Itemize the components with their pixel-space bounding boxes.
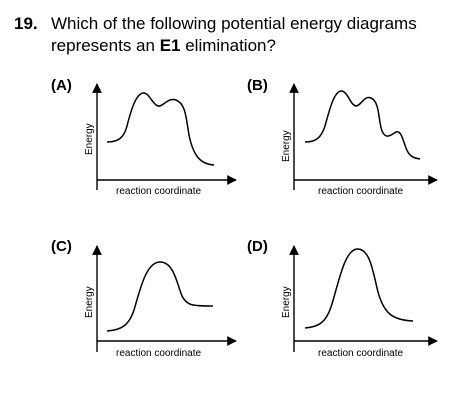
question-number: 19. [14,14,38,33]
option-a-label[interactable]: (A) [51,77,72,94]
option-d-label[interactable]: (D) [247,238,268,255]
diagram-d-y-label: Energy [281,286,292,318]
question-text-suffix: elimination? [180,36,276,55]
question-text-e1: E1 [159,36,181,55]
diagram-a[interactable]: Energy reaction coordinate [84,83,237,197]
diagram-b-y-label: Energy [281,130,292,162]
diagram-a-y-label: Energy [84,123,95,155]
diagram-c-curve [106,261,214,332]
option-c-label[interactable]: (C) [51,238,72,255]
diagram-c-x-label: reaction coordinate [116,348,201,359]
diagram-a-curve [106,92,215,166]
diagram-d[interactable]: Energy reaction coordinate [281,245,438,359]
option-b-label[interactable]: (B) [247,77,268,94]
diagram-c-y-label: Energy [84,286,95,318]
diagram-c[interactable]: Energy reaction coordinate [84,245,237,359]
diagram-b[interactable]: Energy reaction coordinate [281,83,438,197]
question-text-prefix: represents an [51,36,160,55]
question-text-line1: Which of the following potential energy … [51,14,417,33]
diagram-b-x-label: reaction coordinate [318,186,403,197]
question-text-line2: represents an E1 elimination? [51,36,276,56]
diagram-d-curve [304,248,414,329]
diagram-a-x-label: reaction coordinate [116,186,201,197]
diagram-d-x-label: reaction coordinate [318,348,403,359]
diagram-b-curve [304,90,421,160]
